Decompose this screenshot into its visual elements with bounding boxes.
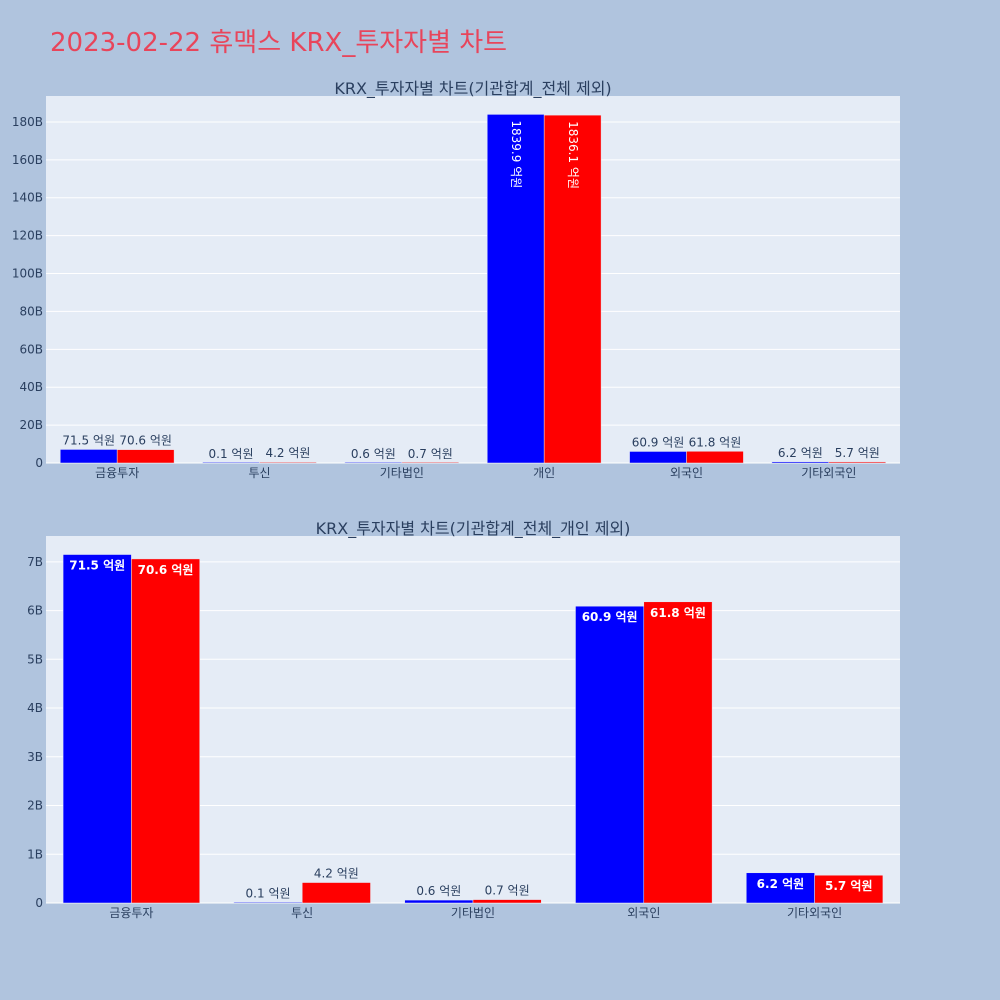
y-tick-label: 5B bbox=[27, 652, 43, 666]
data-label: 70.6 억원 bbox=[138, 563, 194, 577]
y-tick-label: 4B bbox=[27, 701, 43, 715]
bar bbox=[233, 901, 303, 904]
y-tick-label: 20B bbox=[19, 418, 43, 432]
chart-1: 0 20B 40B 60B 80B 100B 120B 140B 160B 180B KRX_투자자… bbox=[12, 79, 900, 480]
bar bbox=[814, 874, 884, 904]
y-tick-label: 7B bbox=[27, 555, 43, 569]
chart-2: 0 1B 2B 3B 4B 5B 6B 7B KRX_투자자별 차트(기관합계_전체_개인 제외… bbox=[27, 519, 900, 920]
bar bbox=[259, 461, 317, 464]
data-label: 0.6 억원 bbox=[416, 884, 461, 898]
plot-area bbox=[46, 96, 900, 463]
data-label: 1839.9 억원 bbox=[509, 120, 523, 188]
data-label: 0.7 억원 bbox=[408, 447, 453, 461]
x-tick-label: 외국인 bbox=[627, 906, 660, 920]
y-tick-label: 0 bbox=[35, 896, 43, 910]
x-tick-label: 기타외국인 bbox=[787, 906, 842, 920]
bar bbox=[746, 872, 815, 904]
y-tick-label: 1B bbox=[27, 847, 43, 861]
y-tick-label: 100B bbox=[12, 267, 43, 281]
bar bbox=[344, 461, 403, 464]
chart-title: KRX_투자자별 차트(기관합계_전체_개인 제외) bbox=[316, 519, 631, 539]
x-tick-label: 기타법인 bbox=[380, 466, 424, 480]
bar bbox=[116, 449, 175, 464]
bar bbox=[131, 558, 200, 904]
x-tick-label: 기타외국인 bbox=[801, 466, 856, 480]
x-tick-label: 외국인 bbox=[670, 466, 703, 480]
y-tick-label: 3B bbox=[27, 750, 43, 764]
bar bbox=[472, 899, 542, 904]
x-tick-label: 개인 bbox=[533, 466, 555, 480]
bar bbox=[59, 449, 118, 464]
data-label: 70.6 억원 bbox=[119, 434, 172, 448]
page-title: 2023-02-22 휴맥스 KRX_투자자별 차트 bbox=[50, 28, 508, 58]
y-tick-label: 60B bbox=[19, 342, 43, 356]
x-tick-label: 금융투자 bbox=[95, 466, 139, 480]
data-label: 1836.1 억원 bbox=[566, 121, 580, 189]
bar bbox=[62, 554, 132, 904]
data-label: 5.7 억원 bbox=[825, 879, 873, 893]
data-label: 0.1 억원 bbox=[209, 447, 254, 461]
bar bbox=[404, 899, 474, 904]
x-tick-label: 투신 bbox=[291, 906, 313, 920]
bar bbox=[629, 451, 687, 464]
data-label: 4.2 억원 bbox=[265, 446, 310, 460]
x-tick-label: 기타법인 bbox=[451, 906, 495, 920]
y-tick-label: 80B bbox=[19, 304, 43, 318]
bar bbox=[202, 461, 260, 464]
data-label: 6.2 억원 bbox=[757, 877, 805, 891]
bar bbox=[301, 882, 371, 904]
data-label: 0.1 억원 bbox=[246, 887, 291, 901]
data-label: 61.8 억원 bbox=[689, 435, 742, 449]
bar bbox=[486, 114, 545, 464]
data-label: 71.5 억원 bbox=[62, 433, 115, 447]
data-label: 61.8 억원 bbox=[650, 606, 706, 620]
y-tick-label: 40B bbox=[19, 380, 43, 394]
bar bbox=[401, 461, 460, 464]
y-tick-label: 180B bbox=[12, 115, 43, 129]
data-label: 6.2 억원 bbox=[778, 446, 823, 460]
y-tick-label: 160B bbox=[12, 153, 43, 167]
data-label: 71.5 억원 bbox=[69, 559, 125, 573]
bar bbox=[575, 605, 645, 904]
y-tick-label: 140B bbox=[12, 191, 43, 205]
bar bbox=[686, 451, 744, 464]
data-label: 0.6 억원 bbox=[351, 447, 396, 461]
bar bbox=[643, 601, 713, 904]
bar bbox=[828, 461, 887, 464]
data-label: 4.2 억원 bbox=[314, 867, 359, 881]
data-label: 0.7 억원 bbox=[485, 884, 530, 898]
data-label: 60.9 억원 bbox=[582, 610, 638, 624]
y-tick-label: 6B bbox=[27, 604, 43, 618]
y-tick-label: 2B bbox=[27, 799, 43, 813]
data-label: 60.9 억원 bbox=[632, 435, 685, 449]
y-tick-label: 0 bbox=[35, 456, 43, 470]
x-tick-label: 투신 bbox=[248, 466, 270, 480]
bar bbox=[543, 114, 602, 464]
bar bbox=[771, 461, 830, 464]
chart-title: KRX_투자자별 차트(기관합계_전체 제외) bbox=[334, 79, 611, 99]
data-label: 5.7 억원 bbox=[835, 446, 880, 460]
y-tick-label: 120B bbox=[12, 229, 43, 243]
x-tick-label: 금융투자 bbox=[109, 906, 153, 920]
